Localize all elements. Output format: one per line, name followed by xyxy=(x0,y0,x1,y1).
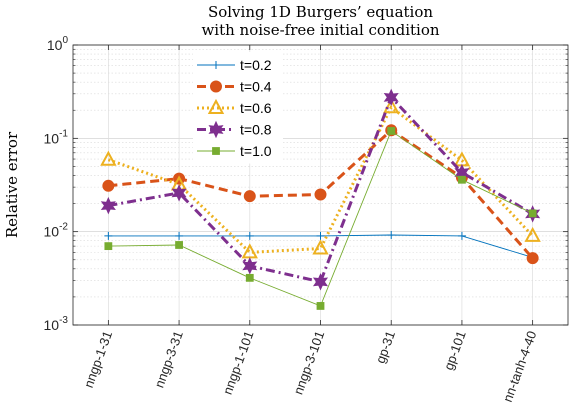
chart-title-line-2: with noise-free initial condition xyxy=(201,21,439,39)
legend-marker xyxy=(212,61,220,69)
data-point xyxy=(171,184,187,202)
legend: t=0.2 t=0.4 t=0.6 t=0.8 t=1.0 xyxy=(193,52,283,164)
legend-entry: t=0.8 xyxy=(197,120,272,139)
legend-label: t=0.4 xyxy=(240,79,272,95)
data-point xyxy=(312,239,329,255)
data-point xyxy=(458,175,466,184)
legend-marker xyxy=(208,120,224,139)
data-point xyxy=(243,190,256,203)
data-point xyxy=(383,98,400,114)
x-tick-label: nngp-1-31 xyxy=(81,329,115,390)
chart-title-line-1: Solving 1D Burgers’ equation xyxy=(208,3,433,21)
series-line xyxy=(107,105,534,254)
legend-label: t=0.2 xyxy=(240,57,272,73)
x-tick-label: nngp-3-101 xyxy=(290,329,327,397)
legend-entry: t=0.6 xyxy=(197,98,272,116)
legend-label: t=0.6 xyxy=(240,100,272,116)
x-tick-label: gp-101 xyxy=(441,329,469,372)
data-point xyxy=(316,302,325,310)
data-point xyxy=(102,179,115,192)
data-point xyxy=(387,231,396,240)
data-point xyxy=(528,209,537,218)
series-t=1.0 xyxy=(104,127,537,310)
legend-marker xyxy=(210,80,222,93)
legend-marker xyxy=(212,147,220,155)
data-point xyxy=(457,231,466,240)
data-point xyxy=(245,273,254,282)
data-point xyxy=(242,257,258,275)
series-group xyxy=(100,88,541,310)
x-tick-label: nngp-1-101 xyxy=(220,329,257,397)
data-point xyxy=(314,188,327,201)
legend-label: t=0.8 xyxy=(240,122,272,138)
legend-entry: t=0.2 xyxy=(197,57,272,73)
data-point xyxy=(524,226,541,242)
data-point xyxy=(175,231,184,240)
legend-marker xyxy=(207,98,225,114)
x-tick-label: nn-tanh-4-40 xyxy=(500,329,540,404)
data-point xyxy=(245,231,254,240)
y-axis-label: Relative error xyxy=(3,131,21,238)
y-tick-label: 10-1 xyxy=(44,128,69,146)
data-point xyxy=(175,241,183,249)
y-tick-label: 10-3 xyxy=(44,315,69,333)
data-point xyxy=(316,231,325,240)
data-point xyxy=(100,150,117,166)
data-point xyxy=(104,231,113,240)
legend-entry: t=0.4 xyxy=(197,79,272,95)
y-tick-label: 10-2 xyxy=(44,222,69,240)
data-point xyxy=(387,127,396,135)
data-point xyxy=(104,242,113,251)
data-point xyxy=(383,88,399,107)
data-point xyxy=(526,252,539,265)
legend-entry: t=1.0 xyxy=(197,143,272,159)
data-point xyxy=(312,273,329,291)
y-tick-label: 100 xyxy=(47,35,69,53)
legend-label: t=1.0 xyxy=(240,143,272,159)
x-tick-label: nngp-3-31 xyxy=(152,329,186,390)
y-axis: 10-3 10-2 10-1 100 xyxy=(44,35,568,333)
x-tick-label: gp-31 xyxy=(373,329,398,365)
data-point xyxy=(100,196,116,215)
